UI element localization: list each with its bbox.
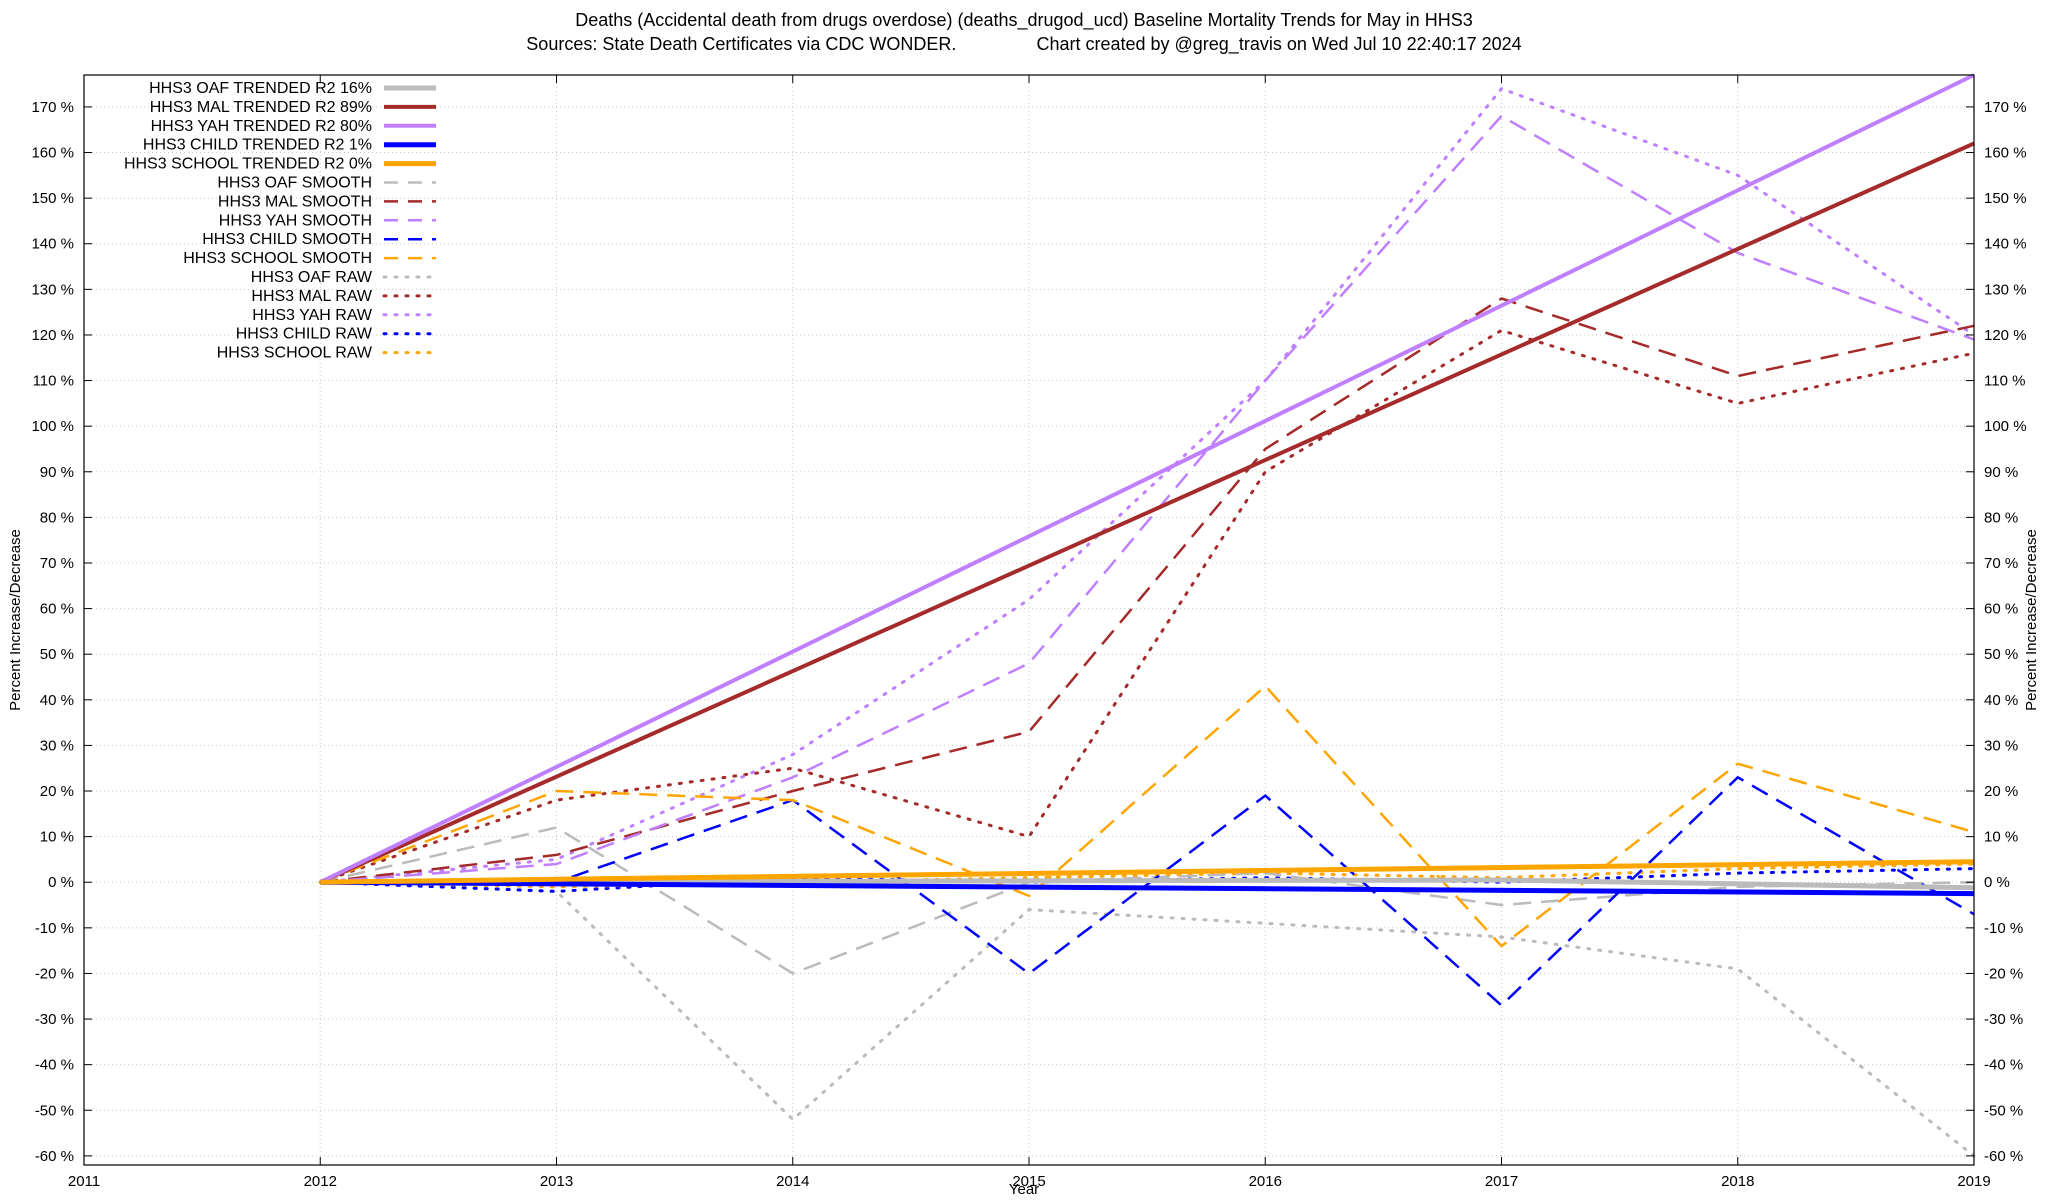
legend-label: HHS3 CHILD TRENDED R2 1%	[143, 137, 372, 154]
x-tick-label: 2015	[1012, 1173, 1045, 1190]
x-tick-label: 2014	[776, 1173, 809, 1190]
y-tick-label-left: 120 %	[31, 327, 74, 344]
y-tick-label-left: 10 %	[40, 829, 74, 846]
legend-label: HHS3 MAL RAW	[251, 288, 373, 305]
y-tick-label-left: 40 %	[40, 692, 74, 709]
y-tick-label-right: 170 %	[1984, 99, 2027, 116]
series-line-9	[319, 684, 1975, 948]
y-tick-label-left: 50 %	[40, 646, 74, 663]
legend-label: HHS3 MAL TRENDED R2 89%	[150, 99, 372, 116]
y-tick-label-right: 110 %	[1984, 373, 2025, 390]
legend-label: HHS3 YAH SMOOTH	[219, 212, 372, 229]
y-axis-label-right: Percent Increase/Decrease	[2023, 529, 2040, 711]
y-tick-label-right: -50 %	[1984, 1102, 2023, 1119]
chart-title-line1: Deaths (Accidental death from drugs over…	[575, 10, 1472, 31]
y-tick-label-left: 140 %	[31, 236, 74, 253]
legend-label: HHS3 SCHOOL TRENDED R2 0%	[124, 156, 372, 173]
y-tick-label-right: 150 %	[1984, 190, 2027, 207]
y-tick-label-right: 50 %	[1984, 646, 2018, 663]
y-tick-label-right: 160 %	[1984, 145, 2027, 162]
legend-label: HHS3 CHILD RAW	[236, 326, 373, 343]
y-tick-label-right: 130 %	[1984, 281, 2027, 298]
x-tick-label: 2017	[1485, 1173, 1518, 1190]
legend-label: HHS3 YAH RAW	[252, 307, 373, 324]
y-tick-label-left: 80 %	[40, 509, 74, 526]
y-tick-label-left: 20 %	[40, 783, 74, 800]
y-tick-label-right: -10 %	[1984, 920, 2023, 937]
series-line-7	[320, 114, 1975, 884]
y-tick-label-left: 70 %	[40, 555, 74, 572]
grid-lines	[83, 75, 1975, 1165]
y-tick-label-left: -10 %	[35, 920, 74, 937]
chart-title-line2: Sources: State Death Certificates via CD…	[526, 34, 1521, 55]
y-tick-label-left: -30 %	[35, 1011, 74, 1028]
legend: HHS3 OAF TRENDED R2 16% HHS3 MAL TRENDED …	[124, 80, 438, 362]
legend-label: HHS3 OAF SMOOTH	[217, 175, 372, 192]
y-tick-label-right: -60 %	[1984, 1148, 2023, 1165]
y-tick-label-right: 60 %	[1984, 601, 2018, 618]
axis-ticks: 2011 2012 2013 2014 2015 2016 2017 2018 2019 170 …	[31, 75, 2027, 1190]
y-tick-label-right: 20 %	[1984, 783, 2018, 800]
x-tick-label: 2018	[1721, 1173, 1754, 1190]
y-tick-label-right: -30 %	[1984, 1011, 2023, 1028]
legend-label: HHS3 SCHOOL RAW	[217, 345, 373, 362]
series-line-8	[320, 776, 1975, 1007]
legend-label: HHS3 OAF TRENDED R2 16%	[149, 80, 372, 97]
legend-label: HHS3 CHILD SMOOTH	[202, 231, 372, 248]
y-tick-label-left: 0 %	[48, 874, 74, 891]
y-tick-label-right: 0 %	[1984, 874, 2010, 891]
series-line-6	[320, 297, 1975, 884]
legend-label: HHS3 MAL SMOOTH	[218, 193, 372, 210]
y-axis-label-left: Percent Increase/Decrease	[7, 529, 24, 711]
y-tick-label-left: -60 %	[35, 1148, 74, 1165]
series-line-0	[320, 877, 1975, 891]
y-tick-label-right: 120 %	[1984, 327, 2027, 344]
y-tick-label-right: 70 %	[1984, 555, 2018, 572]
series-layer	[318, 73, 1976, 1158]
y-tick-label-left: -20 %	[35, 965, 74, 982]
series-line-3	[320, 879, 1975, 897]
x-tick-label: 2013	[540, 1173, 573, 1190]
y-tick-label-right: 80 %	[1984, 509, 2018, 526]
y-tick-label-right: -40 %	[1984, 1057, 2023, 1074]
y-tick-label-left: 130 %	[31, 281, 74, 298]
y-tick-label-left: 60 %	[40, 601, 74, 618]
y-tick-label-left: 30 %	[40, 737, 74, 754]
x-axis-label: Year	[1009, 1181, 1039, 1198]
y-tick-label-left: 150 %	[31, 190, 74, 207]
x-tick-label: 2019	[1957, 1173, 1990, 1190]
x-tick-label: 2012	[304, 1173, 337, 1190]
y-tick-label-right: -20 %	[1984, 965, 2023, 982]
y-tick-label-right: 100 %	[1984, 418, 2027, 435]
y-tick-label-left: -40 %	[35, 1057, 74, 1074]
series-line-5	[320, 826, 1975, 975]
x-tick-label: 2011	[68, 1173, 100, 1190]
series-line-10	[318, 880, 1976, 1158]
series-line-2	[319, 73, 1975, 884]
series-line-12	[318, 87, 1976, 884]
series-line-4	[320, 859, 1975, 885]
y-tick-label-right: 10 %	[1984, 829, 2018, 846]
y-tick-label-right: 30 %	[1984, 737, 2018, 754]
series-line-11	[318, 328, 1976, 884]
y-tick-label-right: 140 %	[1984, 236, 2027, 253]
y-tick-label-left: 110 %	[33, 373, 74, 390]
y-tick-label-left: 100 %	[31, 418, 74, 435]
y-tick-label-left: 170 %	[31, 99, 74, 116]
legend-label: HHS3 YAH TRENDED R2 80%	[151, 118, 372, 135]
y-tick-label-left: 90 %	[40, 464, 74, 481]
y-tick-label-left: -50 %	[35, 1102, 74, 1119]
x-tick-label: 2016	[1249, 1173, 1282, 1190]
y-tick-label-right: 40 %	[1984, 692, 2018, 709]
y-tick-label-right: 90 %	[1984, 464, 2018, 481]
legend-label: HHS3 OAF RAW	[251, 269, 373, 286]
legend-label: HHS3 SCHOOL SMOOTH	[183, 250, 372, 267]
series-line-1	[319, 141, 1975, 885]
y-tick-label-left: 160 %	[31, 145, 74, 162]
